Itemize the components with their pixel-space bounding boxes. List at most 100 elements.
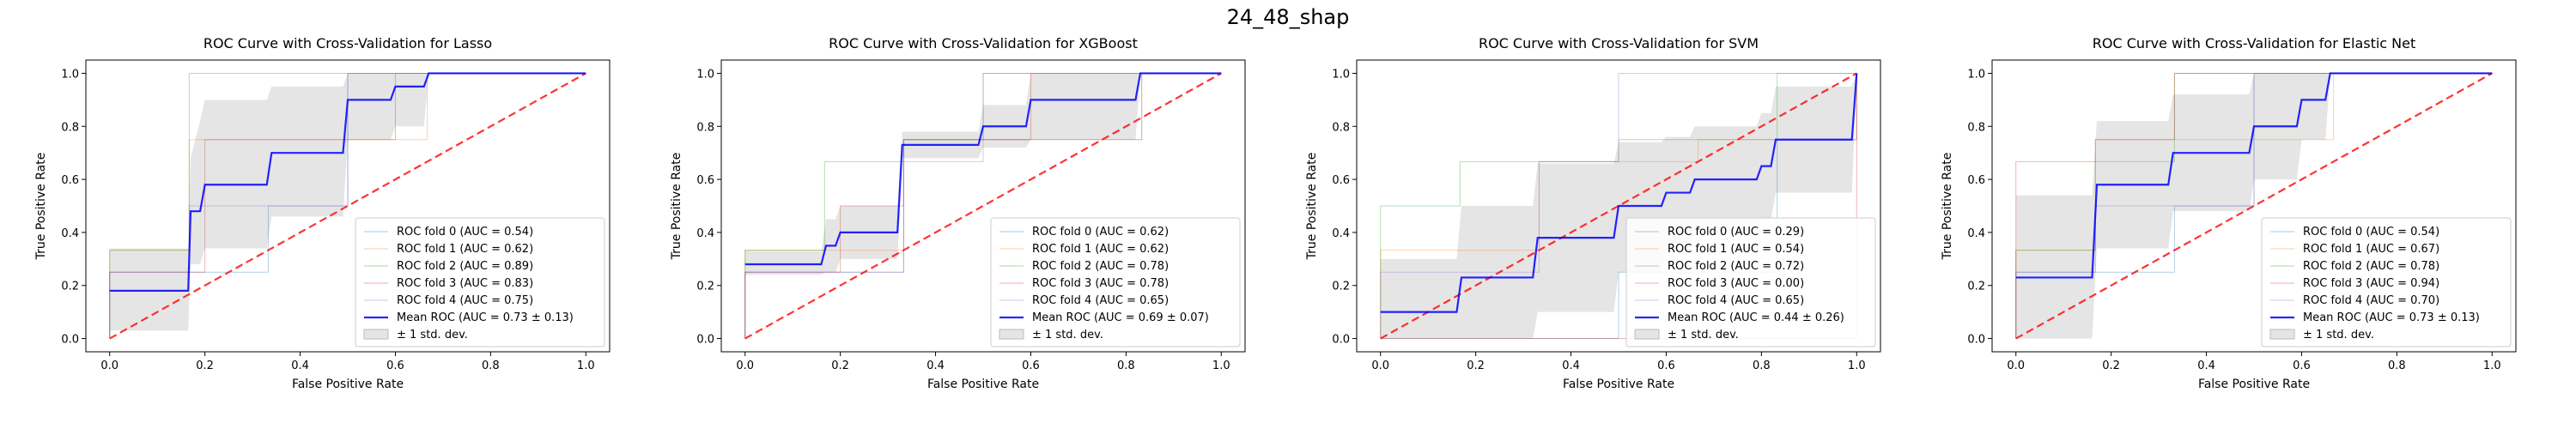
legend-box — [990, 217, 1241, 347]
legend-std-dev-label: ± 1 std. dev. — [397, 329, 468, 341]
x-axis-label: False Positive Rate — [1563, 378, 1674, 391]
legend-fold-4-label: ROC fold 4 (AUC = 0.65) — [1668, 294, 1804, 307]
axes-frame — [720, 59, 1246, 353]
axes-frame — [85, 59, 611, 353]
y-tick-label: 0.4 — [1332, 227, 1350, 240]
figure-title: 24_48_shap — [1226, 5, 1350, 29]
y-tick-label: 0.6 — [1332, 174, 1350, 187]
roc-fold-2-line — [2015, 72, 2493, 339]
x-tick-label: 0.8 — [2388, 360, 2406, 372]
roc-fold-0-line — [2015, 72, 2493, 339]
x-tick-label: 0.6 — [1657, 360, 1675, 372]
legend-box — [2261, 217, 2512, 347]
y-tick-label: 0.4 — [696, 227, 714, 240]
x-tick-label: 0.4 — [927, 360, 945, 372]
y-tick-label: 0.6 — [1967, 174, 1985, 187]
y-tick-label: 0.0 — [1967, 334, 1985, 347]
legend-std-dev-label: ± 1 std. dev. — [1668, 329, 1739, 341]
legend-std-dev-label: ± 1 std. dev. — [2303, 329, 2374, 341]
legend-fold-4-label: ROC fold 4 (AUC = 0.65) — [1032, 294, 1169, 307]
x-tick-label: 0.4 — [1562, 360, 1580, 372]
legend-mean-roc-label: Mean ROC (AUC = 0.73 ± 0.13) — [2303, 311, 2480, 324]
x-tick-label: 0.0 — [1371, 360, 1389, 372]
roc-fold-3-line — [2015, 72, 2493, 339]
legend-fold-3-label: ROC fold 3 (AUC = 0.00) — [1668, 277, 1804, 290]
roc-fold-2-line — [744, 72, 1222, 339]
legend-fold-1-label: ROC fold 1 (AUC = 0.62) — [397, 243, 533, 256]
legend-mean-roc-label: Mean ROC (AUC = 0.44 ± 0.26) — [1668, 311, 1844, 324]
legend-std-dev-swatch — [999, 329, 1024, 340]
x-tick-label: 0.0 — [2007, 360, 2025, 372]
roc-fold-3-line — [744, 72, 1222, 339]
x-tick-label: 0.0 — [736, 360, 754, 372]
y-axis-label: True Positive Rate — [1941, 153, 1954, 261]
legend-box — [1625, 217, 1876, 347]
std-dev-band — [744, 73, 1222, 275]
y-tick-label: 0.0 — [696, 334, 714, 347]
legend-box — [355, 217, 605, 347]
legend-fold-2-label: ROC fold 2 (AUC = 0.89) — [397, 260, 533, 273]
y-tick-label: 0.0 — [1332, 334, 1350, 347]
y-tick-label: 0.8 — [1332, 121, 1350, 134]
legend-fold-2-label: ROC fold 2 (AUC = 0.78) — [2303, 260, 2439, 273]
legend-fold-1-label: ROC fold 1 (AUC = 0.54) — [1668, 243, 1804, 256]
chart-title: ROC Curve with Cross-Validation for SVM — [1479, 35, 1759, 51]
legend-fold-0-label: ROC fold 0 (AUC = 0.54) — [397, 226, 533, 239]
y-tick-label: 1.0 — [1332, 68, 1350, 81]
chance-line — [2015, 72, 2493, 340]
roc-chart-svm: ROC Curve with Cross-Validation for SVM 0… — [1305, 35, 1881, 391]
x-tick-label: 0.6 — [2293, 360, 2311, 372]
y-tick-label: 0.8 — [696, 121, 714, 134]
legend-std-dev-swatch — [363, 329, 389, 340]
y-tick-label: 0.2 — [1332, 281, 1350, 293]
legend-fold-0-label: ROC fold 0 (AUC = 0.29) — [1668, 226, 1804, 239]
chart-title: ROC Curve with Cross-Validation for XGBo… — [829, 35, 1138, 51]
roc-fold-3-line — [109, 72, 586, 339]
roc-fold-4-line — [1380, 72, 1857, 339]
legend-fold-1-label: ROC fold 1 (AUC = 0.62) — [1032, 243, 1169, 256]
y-tick-label: 0.4 — [61, 227, 79, 240]
roc-chart-elastic-net: ROC Curve with Cross-Validation for Elas… — [1941, 35, 2517, 391]
x-tick-label: 1.0 — [1848, 360, 1866, 372]
y-tick-label: 0.8 — [1967, 121, 1985, 134]
chance-line — [109, 72, 586, 340]
legend-fold-0-label: ROC fold 0 (AUC = 0.62) — [1032, 226, 1169, 239]
legend-mean-roc-label: Mean ROC (AUC = 0.69 ± 0.07) — [1032, 311, 1209, 324]
x-axis-label: False Positive Rate — [292, 378, 404, 391]
x-tick-label: 0.8 — [482, 360, 500, 372]
legend-mean-roc-label: Mean ROC (AUC = 0.73 ± 0.13) — [397, 311, 574, 324]
x-tick-label: 1.0 — [1212, 360, 1230, 372]
y-axis-label: True Positive Rate — [34, 153, 48, 261]
y-tick-label: 1.0 — [1967, 68, 1985, 81]
x-tick-label: 0.2 — [831, 360, 849, 372]
mean-roc-line — [109, 72, 586, 293]
chance-line — [744, 72, 1222, 340]
y-tick-label: 0.2 — [1967, 281, 1985, 293]
legend-fold-0-label: ROC fold 0 (AUC = 0.54) — [2303, 226, 2439, 239]
x-tick-label: 0.6 — [386, 360, 404, 372]
roc-chart-lasso: ROC Curve with Cross-Validation for Lass… — [34, 35, 611, 391]
roc-fold-0-line — [109, 72, 586, 339]
mean-roc-line — [744, 72, 1222, 266]
y-axis-label: True Positive Rate — [1305, 153, 1319, 261]
axes-frame — [1991, 59, 2517, 353]
y-tick-label: 0.8 — [61, 121, 79, 134]
roc-chart-xgboost: ROC Curve with Cross-Validation for XGBo… — [670, 35, 1246, 391]
x-tick-label: 0.2 — [196, 360, 214, 372]
roc-fold-4-line — [744, 72, 1222, 339]
mean-roc-line — [2015, 72, 2493, 279]
legend-fold-4-label: ROC fold 4 (AUC = 0.70) — [2303, 294, 2439, 307]
y-tick-label: 0.6 — [696, 174, 714, 187]
roc-fold-1-line — [109, 72, 586, 339]
y-tick-label: 1.0 — [61, 68, 79, 81]
x-tick-label: 0.6 — [1022, 360, 1040, 372]
y-tick-label: 0.0 — [61, 334, 79, 347]
x-tick-label: 0.2 — [2102, 360, 2120, 372]
y-tick-label: 1.0 — [696, 68, 714, 81]
y-tick-label: 0.2 — [61, 281, 79, 293]
legend-fold-4-label: ROC fold 4 (AUC = 0.75) — [397, 294, 533, 307]
legend-fold-3-label: ROC fold 3 (AUC = 0.94) — [2303, 277, 2439, 290]
legend-fold-2-label: ROC fold 2 (AUC = 0.78) — [1032, 260, 1169, 273]
legend-fold-3-label: ROC fold 3 (AUC = 0.78) — [1032, 277, 1169, 290]
x-tick-label: 0.8 — [1753, 360, 1771, 372]
